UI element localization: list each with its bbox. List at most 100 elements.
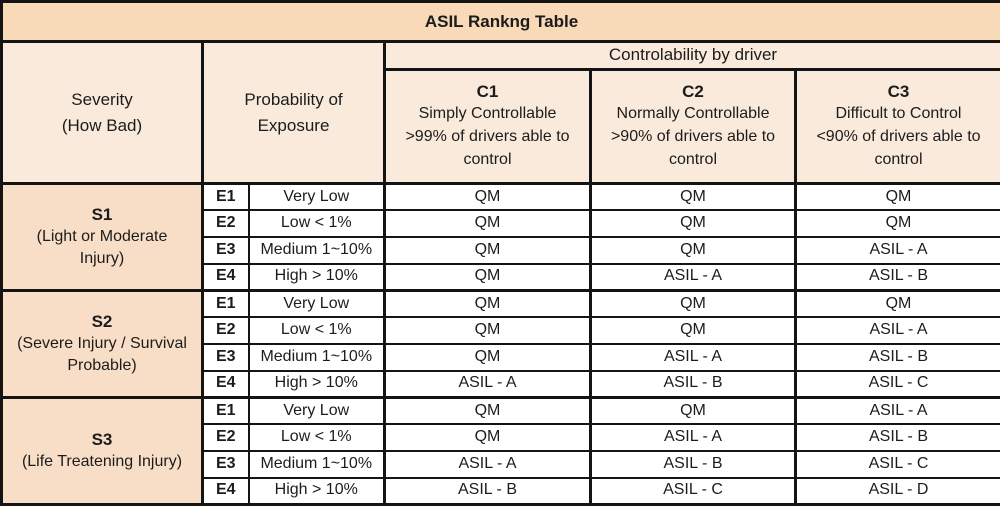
asil-value-cell: QM [383,342,592,372]
header-row-controllability: C1 Simply Controllable >99% of drivers a… [2,68,1000,185]
severity-code: S3 [91,430,113,450]
asil-value-cell: QM [589,182,797,212]
asil-value-cell: QM [383,209,592,239]
asil-value-cell: QM [589,236,797,265]
exposure-level-cell: Very Low [247,288,386,319]
c1-name: Simply Controllable [418,105,557,123]
asil-value-cell: QM [589,395,797,426]
exposure-code-cell: E1 [201,182,250,212]
asil-value-cell: ASIL - A [794,395,1000,426]
header-row-top: Severity (How Bad) Probability of Exposu… [0,40,1000,186]
asil-value-cell: QM [383,288,592,319]
exposure-level-cell: Very Low [247,395,386,426]
controllability-banner: Controlability by driver [383,40,1000,71]
severity-cell-s3: S3 (Life Treatening Injury) [0,395,204,506]
exposure-code-cell: E1 [201,288,250,319]
probability-header-cell: Probability of Exposure [201,40,386,186]
exposure-level-cell: Low < 1% [247,423,386,452]
exposure-level-cell: Low < 1% [247,316,386,345]
asil-value-cell: ASIL - A [589,342,797,372]
severity-desc: (Severe Injury / Survival Probable) [17,335,187,374]
exposure-code-cell: E4 [201,369,250,399]
c2-code: C2 [682,82,704,102]
c2-header-cell: C2 Normally Controllable >90% of drivers… [589,68,797,185]
table-row: S1 (Light or Moderate Injury) E1 Very Lo… [0,182,1000,292]
asil-value-cell: QM [794,288,1000,319]
asil-value-cell: ASIL - A [383,369,592,399]
asil-value-cell: QM [383,182,592,212]
exposure-code-cell: E1 [201,395,250,426]
table-row: E3 Medium 1~10% ASIL - A ASIL - B ASIL -… [2,449,1000,479]
exposure-level-cell: Medium 1~10% [247,449,386,479]
asil-value-cell: QM [383,395,592,426]
severity-desc: (Light or Moderate Injury) [36,228,168,268]
probability-header-line1: Probability of [244,90,343,110]
c2-name: Normally Controllable [616,105,770,123]
c1-header-cell: C1 Simply Controllable >99% of drivers a… [383,68,592,185]
severity-header-line2: (How Bad) [61,115,143,135]
c3-header-cell: C3 Difficult to Control <90% of drivers … [794,68,1000,185]
probability-header-line2: Exposure [257,115,330,135]
asil-value-cell: QM [589,288,797,319]
severity-cell-s1: S1 (Light or Moderate Injury) [0,182,204,292]
asil-value-cell: ASIL - C [589,476,797,506]
asil-value-cell: ASIL - A [794,236,1000,265]
asil-value-cell: ASIL - C [794,449,1000,479]
severity-code: S1 [91,205,113,225]
exposure-code-cell: E3 [201,449,250,479]
asil-value-cell: QM [383,236,592,265]
table-title: ASIL Rankng Table [0,0,1000,44]
asil-value-cell: ASIL - A [589,423,797,452]
asil-value-cell: ASIL - B [794,342,1000,372]
asil-value-cell: QM [794,182,1000,212]
asil-value-cell: ASIL - B [794,262,1000,292]
severity-cell-s2: S2 (Severe Injury / Survival Probable) [0,288,204,399]
exposure-code-cell: E4 [201,476,250,506]
c1-desc: >99% of drivers able to control [405,128,570,168]
severity-header-cell: Severity (How Bad) [0,40,204,186]
table-row: E3 Medium 1~10% QM QM ASIL - A [2,236,1000,265]
asil-value-cell: ASIL - A [794,316,1000,345]
table-row: E4 High > 10% ASIL - A ASIL - B ASIL - C [2,369,1000,399]
asil-value-cell: ASIL - D [794,476,1000,506]
c3-name: Difficult to Control [835,105,962,123]
asil-value-cell: ASIL - A [589,262,797,292]
table-row: E2 Low < 1% QM QM ASIL - A [2,316,1000,345]
exposure-level-cell: Very Low [247,182,386,212]
asil-value-cell: QM [794,209,1000,239]
asil-value-cell: ASIL - B [589,449,797,479]
severity-code: S2 [91,312,113,332]
exposure-level-cell: Medium 1~10% [247,236,386,265]
c3-code: C3 [887,82,910,102]
exposure-level-cell: High > 10% [247,262,386,292]
c2-desc: >90% of drivers able to control [610,128,776,168]
exposure-code-cell: E3 [201,342,250,372]
exposure-level-cell: High > 10% [247,369,386,399]
title-row: ASIL Rankng Table [0,0,1000,44]
table-row: E4 High > 10% QM ASIL - A ASIL - B [2,262,1000,292]
table-row: E4 High > 10% ASIL - B ASIL - C ASIL - D [2,476,1000,506]
asil-value-cell: ASIL - C [794,369,1000,399]
exposure-code-cell: E2 [201,209,250,239]
table-row: E2 Low < 1% QM QM QM [2,209,1000,239]
table-row: S3 (Life Treatening Injury) E1 Very Low … [0,395,1000,506]
asil-value-cell: QM [383,316,592,345]
exposure-level-cell: High > 10% [247,476,386,506]
table-row: E2 Low < 1% QM ASIL - A ASIL - B [2,423,1000,452]
c3-desc: <90% of drivers able to control [816,128,981,168]
asil-value-cell: QM [589,316,797,345]
severity-header-line1: Severity [71,90,133,110]
asil-value-cell: ASIL - B [794,423,1000,452]
exposure-code-cell: E2 [201,316,250,345]
exposure-level-cell: Medium 1~10% [247,342,386,372]
asil-value-cell: QM [383,423,592,452]
exposure-code-cell: E2 [201,423,250,452]
severity-desc: (Life Treatening Injury) [21,453,183,471]
asil-value-cell: ASIL - B [589,369,797,399]
table-row: E3 Medium 1~10% QM ASIL - A ASIL - B [2,342,1000,372]
asil-value-cell: QM [589,209,797,239]
table-row: S2 (Severe Injury / Survival Probable) E… [0,288,1000,399]
asil-value-cell: QM [383,262,592,292]
exposure-level-cell: Low < 1% [247,209,386,239]
